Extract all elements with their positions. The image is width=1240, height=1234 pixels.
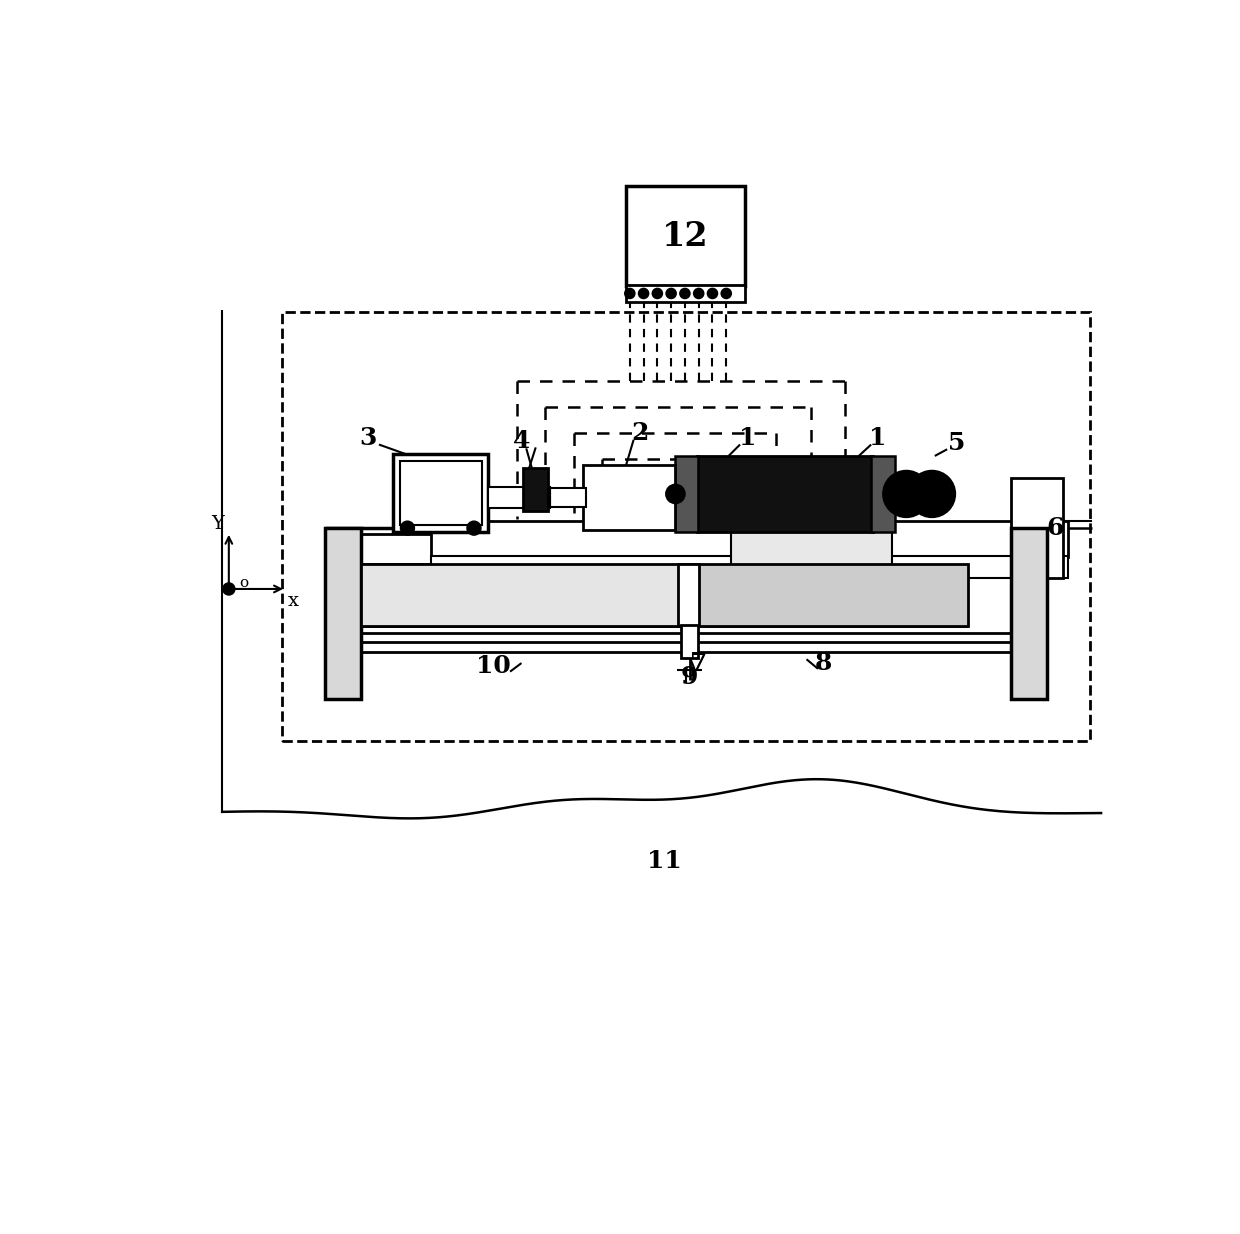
Text: Y: Y bbox=[211, 516, 224, 533]
Circle shape bbox=[652, 289, 662, 299]
Circle shape bbox=[671, 489, 681, 499]
Bar bbox=[551, 489, 587, 507]
Bar bbox=[281, 311, 1090, 740]
Bar bbox=[361, 564, 697, 626]
Text: 6: 6 bbox=[1047, 516, 1064, 540]
Bar bbox=[583, 465, 676, 531]
Bar bbox=[399, 460, 481, 526]
Text: 5: 5 bbox=[947, 431, 966, 454]
Circle shape bbox=[467, 522, 481, 534]
Bar bbox=[393, 454, 489, 532]
Bar bbox=[523, 468, 548, 511]
Text: o: o bbox=[239, 576, 248, 590]
Bar bbox=[678, 564, 699, 626]
Bar bbox=[626, 285, 745, 302]
Bar bbox=[1011, 528, 1047, 700]
Text: 8: 8 bbox=[815, 652, 832, 675]
Circle shape bbox=[722, 289, 732, 299]
Circle shape bbox=[639, 289, 649, 299]
Text: 9: 9 bbox=[681, 665, 698, 690]
Bar bbox=[697, 455, 873, 532]
Circle shape bbox=[883, 471, 929, 517]
Bar bbox=[432, 555, 1068, 578]
Text: 4: 4 bbox=[513, 428, 531, 453]
Circle shape bbox=[625, 289, 635, 299]
Bar bbox=[626, 186, 745, 286]
Circle shape bbox=[909, 471, 955, 517]
Text: x: x bbox=[288, 592, 299, 611]
Circle shape bbox=[681, 289, 689, 299]
Bar bbox=[432, 521, 1068, 557]
Circle shape bbox=[694, 289, 703, 299]
Text: 3: 3 bbox=[358, 426, 376, 450]
Bar bbox=[730, 532, 892, 578]
Text: 12: 12 bbox=[662, 220, 709, 253]
Bar bbox=[325, 528, 361, 700]
Circle shape bbox=[401, 522, 414, 534]
Bar bbox=[1011, 478, 1063, 578]
Bar bbox=[489, 487, 551, 508]
Bar bbox=[681, 626, 698, 658]
Text: 1: 1 bbox=[869, 426, 887, 450]
Circle shape bbox=[223, 584, 234, 595]
Text: 2: 2 bbox=[631, 421, 649, 445]
Text: 11: 11 bbox=[646, 849, 682, 872]
Circle shape bbox=[666, 485, 684, 503]
Circle shape bbox=[666, 289, 676, 299]
Bar bbox=[676, 455, 698, 532]
Circle shape bbox=[893, 481, 920, 507]
Bar bbox=[697, 564, 968, 626]
Bar bbox=[872, 455, 895, 532]
Circle shape bbox=[919, 481, 945, 507]
Text: 10: 10 bbox=[476, 654, 511, 677]
Text: 7: 7 bbox=[691, 652, 708, 675]
Circle shape bbox=[708, 289, 717, 299]
Text: 1: 1 bbox=[739, 426, 756, 450]
